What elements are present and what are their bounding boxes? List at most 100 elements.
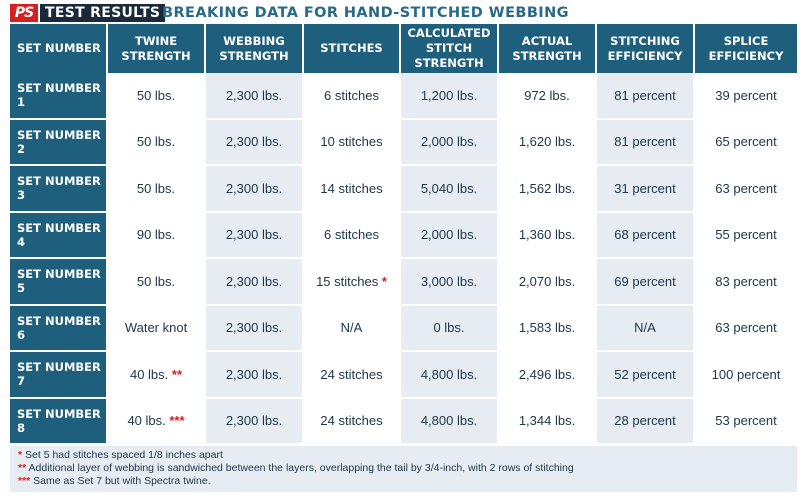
header-row: SET NUMBER TWINE STRENGTH WEBBING STRENG… — [10, 24, 797, 73]
splice-efficiency-cell: 63 percent — [695, 305, 797, 352]
stitches-cell: 6 stitches — [304, 212, 401, 259]
cell-value: SET NUMBER 6 — [17, 313, 101, 342]
stitches-cell: 24 stitches — [304, 352, 401, 399]
set-number-cell: SET NUMBER 2 — [10, 119, 108, 166]
set-number-cell: SET NUMBER 1 — [10, 73, 108, 120]
table-row: SET NUMBER 6 Water knot 2,300 lbs. N/A 0 lbs… — [10, 305, 797, 352]
splice-efficiency-cell: 83 percent — [695, 259, 797, 306]
results-table: SET NUMBER TWINE STRENGTH WEBBING STRENG… — [10, 24, 797, 445]
cell-value: SET NUMBER 3 — [17, 174, 101, 203]
footnote-marker: *** — [169, 413, 185, 429]
splice-efficiency-cell: 65 percent — [695, 119, 797, 166]
cell-value: 65 percent — [715, 134, 777, 150]
footnote-text: Same as Set 7 but with Spectra twine. — [30, 475, 211, 487]
cell-value: 1,583 lbs. — [518, 320, 576, 336]
set-number-cell: SET NUMBER 8 — [10, 398, 108, 445]
stitching-efficiency-cell: 28 percent — [597, 398, 695, 445]
cell-value: 52 percent — [614, 366, 676, 382]
table-row: SET NUMBER 7 40 lbs. ** 2,300 lbs. 24 stitc… — [10, 352, 797, 399]
cell-value: 83 percent — [715, 273, 777, 289]
cell-value: 68 percent — [614, 227, 676, 243]
webbing-strength-cell: 2,300 lbs. — [206, 166, 304, 213]
webbing-strength-cell: 2,300 lbs. — [206, 398, 304, 445]
cell-value: 2,300 lbs. — [225, 87, 283, 103]
actual-strength-cell: 1,562 lbs. — [499, 166, 597, 213]
twine-strength-cell: 50 lbs. — [108, 73, 206, 120]
cell-value: 40 lbs. — [129, 366, 169, 382]
column-header: STITCHING EFFICIENCY — [597, 24, 695, 73]
cell-value: 81 percent — [614, 134, 676, 150]
calculated-strength-cell: 4,800 lbs. — [401, 398, 499, 445]
twine-strength-cell: 40 lbs. *** — [108, 398, 206, 445]
calculated-strength-cell: 5,040 lbs. — [401, 166, 499, 213]
footnote-marker: * — [381, 273, 387, 289]
cell-value: 10 stitches — [320, 134, 383, 150]
cell-value: 3,000 lbs. — [420, 273, 478, 289]
cell-value: 1,360 lbs. — [518, 227, 576, 243]
stitching-efficiency-cell: 81 percent — [597, 119, 695, 166]
cell-value: SET NUMBER 2 — [17, 127, 101, 156]
section-tag: TEST RESULTS — [40, 4, 166, 22]
footnote-text: Set 5 had stitches spaced 1/8 inches apa… — [22, 449, 223, 461]
footnotes: * Set 5 had stitches spaced 1/8 inches a… — [10, 446, 797, 492]
column-header: SPLICE EFFICIENCY — [695, 24, 797, 73]
webbing-strength-cell: 2,300 lbs. — [206, 352, 304, 399]
cell-value: 28 percent — [614, 413, 676, 429]
cell-value: 972 lbs. — [524, 87, 570, 103]
cell-value: SET NUMBER 4 — [17, 220, 101, 249]
cell-value: 63 percent — [715, 180, 777, 196]
calculated-strength-cell: 4,800 lbs. — [401, 352, 499, 399]
table-row: SET NUMBER 2 50 lbs. 2,300 lbs. 10 stitches… — [10, 119, 797, 166]
calculated-strength-cell: 2,000 lbs. — [401, 212, 499, 259]
stitching-efficiency-cell: 52 percent — [597, 352, 695, 399]
set-number-cell: SET NUMBER 5 — [10, 259, 108, 306]
cell-value: 81 percent — [614, 87, 676, 103]
webbing-strength-cell: 2,300 lbs. — [206, 119, 304, 166]
cell-value: 2,300 lbs. — [225, 180, 283, 196]
cell-value: N/A — [634, 320, 656, 336]
table-row: SET NUMBER 1 50 lbs. 2,300 lbs. 6 stitches 1… — [10, 73, 797, 120]
stitches-cell: 15 stitches * — [304, 259, 401, 306]
stitching-efficiency-cell: 69 percent — [597, 259, 695, 306]
splice-efficiency-cell: 39 percent — [695, 73, 797, 120]
actual-strength-cell: 972 lbs. — [499, 73, 597, 120]
splice-efficiency-cell: 63 percent — [695, 166, 797, 213]
cell-value: 50 lbs. — [136, 87, 176, 103]
column-header: CALCULATED STITCH STRENGTH — [401, 24, 499, 73]
calculated-strength-cell: 3,000 lbs. — [401, 259, 499, 306]
cell-value: SET NUMBER 7 — [17, 360, 101, 389]
cell-value: 90 lbs. — [136, 227, 176, 243]
cell-value: SET NUMBER 8 — [17, 406, 101, 435]
cell-value: 2,300 lbs. — [225, 134, 283, 150]
cell-value: 39 percent — [715, 87, 777, 103]
cell-value: 2,300 lbs. — [225, 366, 283, 382]
cell-value: 2,000 lbs. — [420, 227, 478, 243]
footnote-text: Additional layer of webbing is sandwiche… — [26, 462, 574, 474]
cell-value: 40 lbs. — [127, 413, 166, 429]
cell-value: SET NUMBER 5 — [17, 267, 101, 296]
page-title: BREAKING DATA FOR HAND-STITCHED WEBBING — [162, 5, 569, 21]
stitching-efficiency-cell: 68 percent — [597, 212, 695, 259]
twine-strength-cell: Water knot — [108, 305, 206, 352]
column-header: ACTUAL STRENGTH — [499, 24, 597, 73]
cell-value: 2,300 lbs. — [225, 320, 283, 336]
cell-value: 2,300 lbs. — [225, 227, 283, 243]
cell-value: 24 stitches — [320, 413, 383, 429]
calculated-strength-cell: 0 lbs. — [401, 305, 499, 352]
cell-value: 14 stitches — [320, 180, 383, 196]
cell-value: 5,040 lbs. — [420, 180, 478, 196]
cell-value: 2,300 lbs. — [225, 413, 283, 429]
footnote-marker: * — [18, 449, 23, 461]
splice-efficiency-cell: 55 percent — [695, 212, 797, 259]
cell-value: N/A — [340, 320, 363, 336]
cell-value: 0 lbs. — [433, 320, 465, 336]
footnote: *** Same as Set 7 but with Spectra twine… — [18, 475, 789, 488]
cell-value: 100 percent — [711, 366, 781, 382]
cell-value: 53 percent — [715, 413, 777, 429]
twine-strength-cell: 40 lbs. ** — [108, 352, 206, 399]
cell-value: 4,800 lbs. — [420, 366, 478, 382]
footnote-marker: ** — [171, 366, 183, 382]
stitching-efficiency-cell: 31 percent — [597, 166, 695, 213]
table-body: SET NUMBER 1 50 lbs. 2,300 lbs. 6 stitches 1… — [10, 73, 797, 445]
cell-value: 2,496 lbs. — [518, 366, 576, 382]
